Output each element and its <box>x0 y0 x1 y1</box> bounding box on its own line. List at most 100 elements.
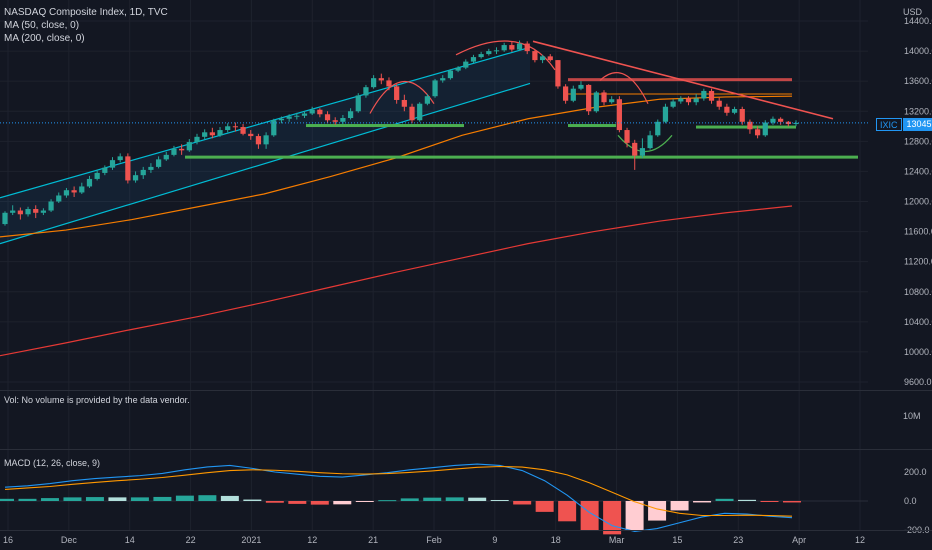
symbol-title[interactable]: NASDAQ Composite Index, 1D, TVC <box>4 7 168 18</box>
candle-body <box>163 154 169 160</box>
pane-separator-macd[interactable] <box>0 449 932 450</box>
candle-body <box>309 109 315 114</box>
time-axis-separator <box>0 530 932 531</box>
candle-body <box>624 130 630 143</box>
candle <box>570 85 576 103</box>
candle-body <box>586 84 592 112</box>
candle-body <box>601 92 607 103</box>
candle <box>662 103 669 124</box>
candle-body <box>754 129 761 136</box>
candle <box>309 106 315 116</box>
candle <box>225 123 231 133</box>
candle-body <box>785 121 791 125</box>
candle <box>639 138 646 158</box>
candle <box>217 127 223 137</box>
candle-body <box>301 113 308 116</box>
candle <box>624 127 630 148</box>
volume-legend[interactable]: Vol: No volume is provided by the data v… <box>4 395 190 405</box>
candle <box>140 166 146 179</box>
time-axis-tick: 15 <box>672 535 682 545</box>
macd-legend[interactable]: MACD (12, 26, close, 9) <box>4 458 101 468</box>
macd-histogram-bar <box>130 497 149 501</box>
candle-body <box>778 118 784 122</box>
support-line-mid <box>306 124 464 128</box>
candle <box>478 51 484 59</box>
candle <box>486 48 492 56</box>
candle <box>678 96 684 104</box>
candle-body <box>48 201 54 211</box>
candle <box>179 144 185 155</box>
price-axis-tick: 9600.0 <box>904 377 932 387</box>
candle <box>317 108 323 118</box>
ma50-legend[interactable]: MA (50, close, 0) <box>4 20 80 31</box>
candle <box>125 153 131 184</box>
candle-body <box>317 109 323 115</box>
candle <box>516 40 523 52</box>
candle-body <box>171 148 177 155</box>
candle-body <box>647 135 653 149</box>
candle <box>424 93 430 106</box>
macd-axis-tick: 0.0 <box>904 496 917 506</box>
macd-histogram-bar <box>490 499 509 501</box>
candle-body <box>17 210 23 215</box>
candle-body <box>371 78 377 88</box>
pane-separator-volume[interactable] <box>0 390 932 391</box>
macd-histogram-bar <box>288 501 307 504</box>
candle-body <box>2 212 8 225</box>
candle <box>301 111 308 119</box>
candle <box>132 171 139 183</box>
candle <box>401 94 407 112</box>
candle <box>209 127 215 139</box>
candle <box>770 116 776 125</box>
candle-body <box>409 106 415 121</box>
candle-body <box>248 133 254 137</box>
grid-layer <box>0 0 868 530</box>
candle <box>25 206 31 217</box>
candle-body <box>616 99 622 131</box>
candle <box>739 106 745 125</box>
candle <box>493 47 500 55</box>
candle-body <box>593 92 599 112</box>
candle <box>432 78 438 98</box>
candle-body <box>716 100 722 107</box>
candle <box>148 163 154 173</box>
price-axis-tick: 12000.0 <box>904 197 932 207</box>
candle-body <box>332 120 338 122</box>
candle-body <box>563 86 569 101</box>
macd-axis-tick: 200.0 <box>904 467 927 477</box>
macd-histogram-bar <box>603 501 622 535</box>
candle <box>616 96 622 133</box>
candle-body <box>770 118 776 123</box>
candle <box>371 75 377 89</box>
candle <box>324 111 331 124</box>
candle <box>79 182 85 194</box>
candle <box>747 119 753 134</box>
candle <box>632 139 638 170</box>
candle <box>17 207 23 220</box>
currency-label: USD <box>902 7 922 17</box>
candle-body <box>547 56 553 61</box>
candle <box>440 75 446 83</box>
price-axis-tick: 12400.0 <box>904 166 932 176</box>
macd-pane <box>0 463 868 535</box>
macd-histogram-bar <box>693 501 712 503</box>
time-axis-tick: 18 <box>551 535 561 545</box>
ma200-legend[interactable]: MA (200, close, 0) <box>4 33 85 44</box>
axis-layer: 16 Dec 14 22 2021 12 21 Feb 9 18 Mar 15 23 Apr 12 9600.… <box>3 16 932 545</box>
macd-histogram-bar <box>738 499 757 501</box>
candle-body <box>555 60 561 87</box>
candle-body <box>63 190 70 196</box>
candle <box>363 84 369 98</box>
candle-body <box>463 61 469 68</box>
candle-body <box>102 167 108 173</box>
candle <box>547 54 553 62</box>
candle-body <box>424 96 430 104</box>
macd-histogram-bar <box>0 498 14 501</box>
candle-body <box>639 148 646 156</box>
time-axis-tick: Dec <box>61 535 78 545</box>
candle-body <box>179 148 185 151</box>
price-pane <box>0 40 868 357</box>
candle <box>578 81 584 91</box>
candle <box>524 41 530 55</box>
